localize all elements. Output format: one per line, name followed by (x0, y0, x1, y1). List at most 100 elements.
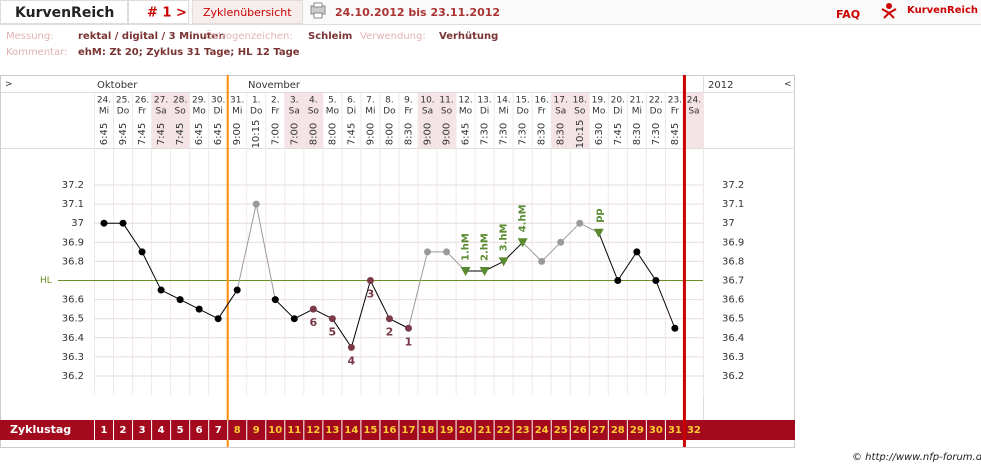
weekday-label: So (308, 107, 320, 117)
cycle-day: 14 (344, 425, 358, 436)
cycle-day: 3 (139, 425, 146, 436)
weekday-label: So (175, 107, 187, 117)
info-label: Östrogenzeichen: (205, 29, 293, 42)
temp-point (404, 324, 412, 332)
time-label: 9:45 (118, 123, 129, 145)
cycle-day: 21 (478, 425, 492, 436)
curve-segment (617, 251, 638, 281)
temp-point (157, 286, 165, 294)
nav-right[interactable]: < (784, 80, 792, 90)
cycle-day: 1 (101, 425, 108, 436)
curve-segment (541, 241, 562, 262)
temp-point (347, 343, 355, 351)
cycle-day: 20 (459, 425, 473, 436)
y2-tick-label: 36.7 (722, 276, 744, 287)
time-label: 8:00 (327, 123, 338, 145)
temp-point (100, 219, 108, 227)
logo-text[interactable]: KurvenReich (907, 5, 978, 16)
time-label: 9:00 (232, 123, 243, 145)
nav-left[interactable]: > (5, 80, 13, 90)
cycle-day: 4 (158, 425, 165, 436)
date-range: 24.10.2012 bis 23.11.2012 (335, 6, 500, 19)
weekday-label: Do (250, 107, 263, 117)
time-label: 7:30 (480, 123, 491, 145)
day-label: 11. (439, 96, 453, 106)
weekday-label: Fr (538, 107, 547, 117)
cycle-day: 10 (268, 425, 282, 436)
time-label: 7:30 (499, 123, 510, 145)
temp-point (195, 305, 203, 313)
day-label: 3. (290, 96, 299, 106)
weekday-label: Di (480, 107, 489, 117)
info-value: rektal / digital / 3 Minuten (78, 31, 225, 42)
weekday-label: Fr (271, 107, 280, 117)
hl-label: HL (40, 276, 52, 286)
count-label: 2 (386, 326, 394, 339)
logo-icon (881, 3, 897, 19)
weekday-label: Di (613, 107, 622, 117)
weekday-label: Sa (555, 107, 566, 117)
cycle-day: 15 (363, 425, 377, 436)
time-label: 8:00 (308, 123, 319, 145)
cycle-nav-box (128, 0, 189, 24)
curve-segment (313, 308, 333, 320)
curve-segment (236, 203, 257, 291)
day-label: 20. (611, 96, 625, 106)
info-value: Schleim (308, 31, 352, 42)
weekday-label: Mi (365, 107, 375, 117)
time-label: 8:30 (403, 123, 414, 145)
time-label: 6:45 (461, 123, 472, 145)
overview-link[interactable]: Zyklenübersicht (203, 6, 292, 19)
cycle-day: 13 (325, 425, 339, 436)
cycle-day: 18 (421, 425, 435, 436)
weekday-label: Mi (632, 107, 642, 117)
time-label: 7:00 (289, 123, 300, 145)
temp-point (328, 315, 336, 323)
rise-label: pp (594, 208, 605, 222)
day-label: 8. (385, 96, 394, 106)
weekday-label: Sa (422, 107, 433, 117)
day-label: 18. (573, 96, 587, 106)
weekday-label: Do (516, 107, 529, 117)
day-label: 23. (668, 96, 682, 106)
y2-tick-label: 36.9 (722, 237, 744, 248)
overview-box (192, 0, 303, 24)
temp-point (271, 296, 279, 304)
cycle-day: 9 (253, 425, 260, 436)
logo-head (886, 3, 892, 9)
y2-tick-label: 36.2 (722, 371, 744, 382)
weekday-label: Di (213, 107, 222, 117)
y2-tick-label: 36.5 (722, 314, 744, 325)
cycle-day: 17 (402, 425, 416, 436)
cycle-day: 29 (630, 425, 644, 436)
day-label: 31. (230, 96, 244, 106)
title-box (0, 0, 128, 24)
day-label: 24. (687, 96, 701, 106)
weekend-shade (418, 93, 438, 148)
day-label: 1. (252, 96, 261, 106)
weekend-shade (437, 93, 457, 148)
time-label: 10:15 (575, 120, 586, 149)
y2-tick-label: 36.4 (722, 333, 744, 344)
temp-point (119, 219, 127, 227)
curve-segment (160, 289, 181, 301)
cycle-day: 26 (573, 425, 587, 436)
cycle-nav[interactable]: # 1 > (147, 6, 187, 21)
day-label: 19. (592, 96, 606, 106)
rise-label: 2.hM (480, 233, 491, 261)
cycle-day: 31 (668, 425, 682, 436)
rise-label: 4.hM (518, 204, 529, 232)
curve-segment (198, 308, 219, 320)
day-label: 26. (135, 96, 149, 106)
month-label: Oktober (97, 80, 138, 91)
cycle-day: 32 (687, 425, 701, 436)
print-icon[interactable] (310, 2, 326, 19)
time-label: 7:00 (270, 123, 281, 145)
y2-tick-label: 37 (722, 218, 735, 229)
day-label: 9. (404, 96, 413, 106)
time-label: 8:30 (632, 123, 643, 145)
day-label: 27. (154, 96, 168, 106)
footer: © http://www.nfp-forum.de (852, 452, 981, 463)
faq-link[interactable]: FAQ (836, 8, 860, 21)
curve-segment (598, 232, 619, 281)
